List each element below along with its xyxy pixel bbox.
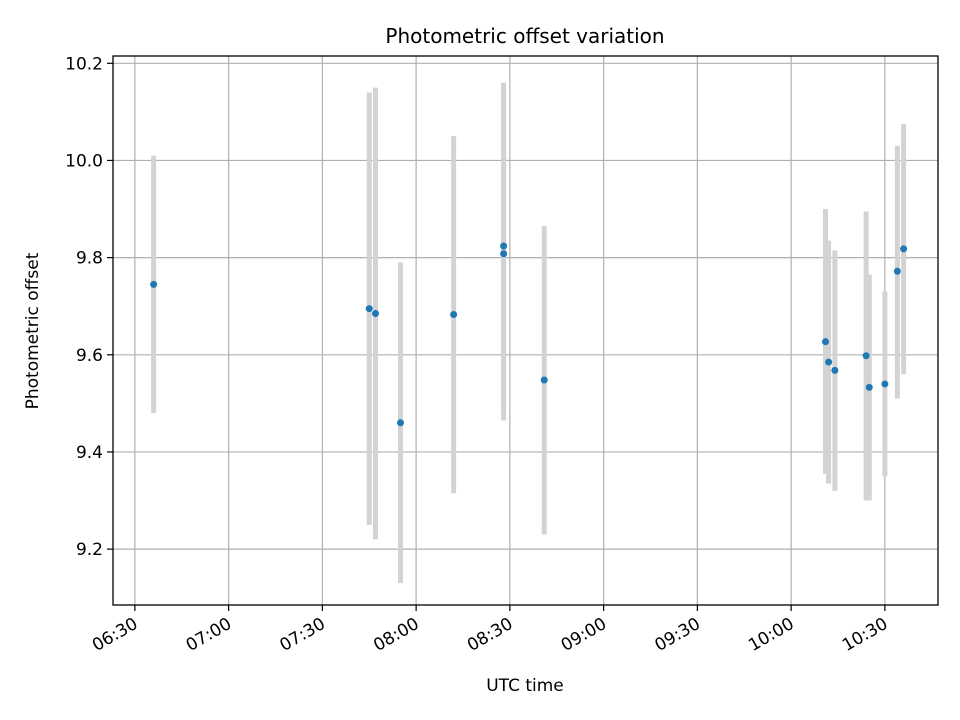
y-tick-label: 9.6 bbox=[76, 346, 103, 366]
y-tick-label: 9.8 bbox=[76, 249, 103, 269]
data-point bbox=[365, 305, 373, 313]
data-point bbox=[881, 380, 889, 388]
data-point bbox=[831, 366, 839, 374]
grid bbox=[113, 56, 938, 605]
y-tick-label: 9.2 bbox=[76, 540, 103, 560]
y-axis-label: Photometric offset bbox=[23, 252, 43, 409]
data-point bbox=[397, 419, 404, 427]
data-point bbox=[450, 310, 458, 318]
x-axis-label: UTC time bbox=[486, 676, 564, 696]
data-point bbox=[540, 376, 548, 384]
data-point bbox=[893, 267, 901, 275]
data-point bbox=[372, 309, 379, 317]
y-tick-label: 10.2 bbox=[65, 54, 103, 74]
data-point bbox=[500, 250, 508, 258]
plot-frame bbox=[112, 55, 939, 606]
data-point bbox=[822, 338, 829, 346]
data-point bbox=[500, 242, 508, 250]
data-point bbox=[900, 245, 908, 253]
chart-title: Photometric offset variation bbox=[385, 24, 664, 48]
y-tick-label: 9.4 bbox=[76, 443, 103, 463]
y-tick-label: 10.0 bbox=[65, 151, 103, 171]
data-point bbox=[865, 383, 873, 391]
data-point bbox=[150, 280, 158, 288]
data-point bbox=[862, 352, 870, 360]
data-points bbox=[150, 242, 908, 427]
data-point bbox=[825, 358, 833, 366]
y-axis: 9.2 9.4 9.6 9.8 10.0 10.2 bbox=[65, 54, 113, 560]
